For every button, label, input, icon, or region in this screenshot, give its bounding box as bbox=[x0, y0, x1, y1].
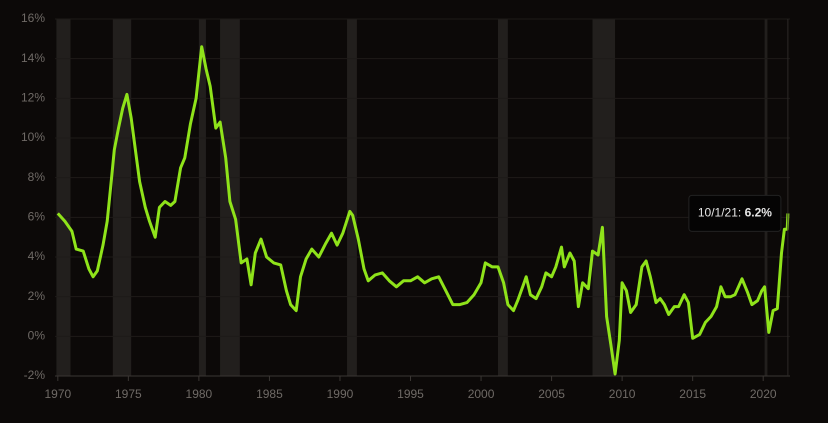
y-tick-label: 2% bbox=[28, 289, 46, 303]
x-tick-label: 1970 bbox=[44, 387, 71, 401]
y-tick-label: 8% bbox=[28, 170, 46, 184]
y-tick-label: 16% bbox=[21, 11, 45, 25]
x-tick-label: 2005 bbox=[538, 387, 565, 401]
tooltip-box bbox=[688, 194, 782, 232]
x-tick-label: 1980 bbox=[186, 387, 213, 401]
y-tick-label: 14% bbox=[21, 51, 45, 65]
x-tick-label: 2000 bbox=[468, 387, 495, 401]
recession-band bbox=[198, 19, 206, 376]
y-tick-label: 0% bbox=[28, 329, 46, 343]
x-tick-label: 1975 bbox=[115, 387, 142, 401]
x-tick-label: 2015 bbox=[679, 387, 706, 401]
x-tick-label: 2010 bbox=[609, 387, 636, 401]
y-tick-label: -2% bbox=[24, 368, 46, 382]
x-tick-label: 1995 bbox=[397, 387, 424, 401]
tooltip: 10/1/21: 6.2% bbox=[688, 194, 782, 232]
tooltip-value: 6.2% bbox=[745, 206, 773, 220]
x-tick-label: 1990 bbox=[327, 387, 354, 401]
tooltip-date: 10/1/21: bbox=[698, 206, 741, 220]
recession-band bbox=[56, 19, 71, 376]
x-tick-label: 2020 bbox=[750, 387, 777, 401]
recession-band bbox=[112, 19, 132, 376]
y-tick-label: 4% bbox=[28, 249, 46, 263]
recession-band bbox=[592, 19, 616, 376]
y-tick-label: 12% bbox=[21, 91, 45, 105]
series-line bbox=[56, 45, 790, 376]
recession-band bbox=[497, 19, 508, 376]
y-tick-label: 10% bbox=[21, 130, 45, 144]
tooltip-text: 10/1/21: 6.2% bbox=[698, 206, 772, 220]
y-tick-label: 6% bbox=[28, 210, 46, 224]
x-tick-label: 1985 bbox=[256, 387, 283, 401]
recession-band bbox=[347, 19, 357, 376]
